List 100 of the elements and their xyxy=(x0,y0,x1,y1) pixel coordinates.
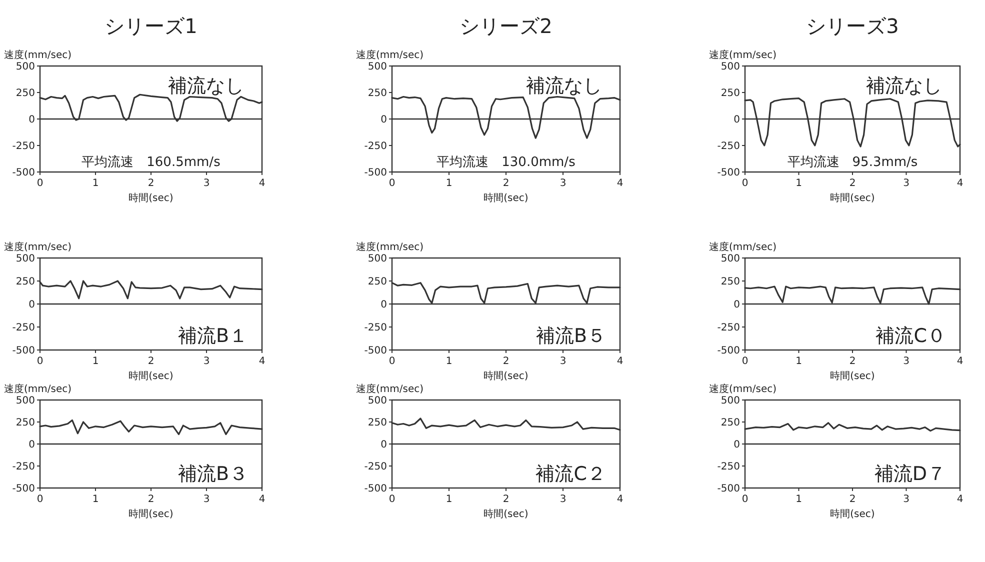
x-tick-label: 0 xyxy=(742,494,748,505)
y-tick-label: 500 xyxy=(368,62,387,72)
y-tick-label: 250 xyxy=(368,276,387,288)
y-tick-label: -500 xyxy=(717,168,740,178)
x-tick-label: 0 xyxy=(742,178,748,189)
y-tick-label: -250 xyxy=(717,462,740,472)
x-tick-label: 3 xyxy=(560,178,566,189)
y-tick-label: 0 xyxy=(734,114,740,126)
y-tick-label: -500 xyxy=(12,168,35,178)
y-tick-label: -500 xyxy=(717,484,740,494)
x-tick-label: 3 xyxy=(903,494,910,505)
y-tick-label: 0 xyxy=(28,114,35,126)
y-tick-label: 250 xyxy=(16,88,35,99)
x-tick-label: 4 xyxy=(258,178,266,189)
y-tick-label: 500 xyxy=(16,254,35,264)
chart-title: シリーズ3 xyxy=(806,14,899,38)
x-tick-label: 0 xyxy=(36,356,44,367)
x-tick-label: 2 xyxy=(849,494,856,505)
annotation: 平均流速 130.0mm/s xyxy=(436,154,576,170)
y-axis-title: 速度(mm/sec) xyxy=(4,383,72,395)
x-tick-label: 3 xyxy=(903,356,910,367)
annotation: 補流B３ xyxy=(178,463,248,485)
x-tick-label: 4 xyxy=(956,356,964,367)
x-tick-label: 0 xyxy=(36,494,44,505)
y-tick-label: 250 xyxy=(368,88,387,99)
y-tick-label: -250 xyxy=(364,462,387,472)
x-tick-label: 3 xyxy=(560,494,566,505)
x-tick-label: 3 xyxy=(203,356,210,367)
x-tick-label: 1 xyxy=(446,178,452,189)
x-axis-title: 時間(sec) xyxy=(830,508,875,520)
annotation: 補流B５ xyxy=(536,325,606,347)
y-tick-label: 0 xyxy=(734,440,740,450)
annotation: 補流C０ xyxy=(876,325,946,347)
y-tick-label: 250 xyxy=(368,418,387,428)
x-tick-label: 0 xyxy=(388,178,396,189)
x-tick-label: 3 xyxy=(903,178,910,189)
x-axis-title: 時間(sec) xyxy=(830,192,875,204)
x-tick-label: 4 xyxy=(258,356,266,367)
annotation: 補流なし xyxy=(526,75,602,97)
y-tick-label: 250 xyxy=(720,88,740,99)
y-tick-label: -500 xyxy=(12,346,35,356)
y-axis-title: 速度(mm/sec) xyxy=(709,49,777,61)
x-tick-label: 1 xyxy=(796,178,802,189)
x-tick-label: 4 xyxy=(258,494,266,505)
y-tick-label: 500 xyxy=(16,62,35,72)
y-tick-label: -250 xyxy=(12,141,35,152)
y-tick-label: 0 xyxy=(380,114,387,126)
y-tick-label: 500 xyxy=(368,254,387,264)
annotation: 補流なし xyxy=(866,75,942,97)
y-tick-label: 0 xyxy=(380,300,387,310)
x-axis-title: 時間(sec) xyxy=(128,370,174,382)
x-tick-label: 4 xyxy=(616,178,624,189)
y-tick-label: 500 xyxy=(16,396,35,406)
x-tick-label: 0 xyxy=(388,356,396,367)
y-tick-label: 0 xyxy=(380,440,387,450)
x-tick-label: 2 xyxy=(502,356,510,367)
x-axis-title: 時間(sec) xyxy=(484,192,528,204)
y-axis-title: 速度(mm/sec) xyxy=(4,49,72,61)
x-axis-title: 時間(sec) xyxy=(484,508,528,520)
x-tick-label: 1 xyxy=(796,494,802,505)
annotation: 補流なし xyxy=(168,75,244,97)
x-axis-title: 時間(sec) xyxy=(484,370,528,382)
x-tick-label: 4 xyxy=(956,494,964,505)
x-axis-title: 時間(sec) xyxy=(830,370,875,382)
y-tick-label: 500 xyxy=(720,396,740,406)
x-tick-label: 1 xyxy=(92,178,99,189)
y-tick-label: 250 xyxy=(720,418,740,428)
y-tick-label: -250 xyxy=(364,322,387,334)
x-tick-label: 3 xyxy=(560,356,566,367)
y-tick-label: 500 xyxy=(368,396,387,406)
y-tick-label: -250 xyxy=(364,141,387,152)
x-tick-label: 4 xyxy=(616,494,624,505)
x-tick-label: 2 xyxy=(502,178,510,189)
y-tick-label: -250 xyxy=(717,141,740,152)
x-tick-label: 1 xyxy=(796,356,802,367)
y-tick-label: -500 xyxy=(364,168,387,178)
y-axis-title: 速度(mm/sec) xyxy=(709,241,777,253)
y-tick-label: 250 xyxy=(720,276,740,288)
y-tick-label: -500 xyxy=(717,346,740,356)
annotation: 平均流速 95.3mm/s xyxy=(787,154,918,170)
annotation: 補流B１ xyxy=(178,325,248,347)
y-tick-label: 0 xyxy=(28,440,35,450)
x-tick-label: 0 xyxy=(388,494,396,505)
y-tick-label: -250 xyxy=(717,322,740,334)
annotation: 補流D７ xyxy=(874,463,946,485)
x-tick-label: 3 xyxy=(203,178,210,189)
x-tick-label: 4 xyxy=(956,178,964,189)
x-tick-label: 2 xyxy=(148,494,154,505)
x-axis-title: 時間(sec) xyxy=(128,508,174,520)
x-tick-label: 1 xyxy=(92,494,99,505)
y-axis-title: 速度(mm/sec) xyxy=(709,383,777,395)
y-tick-label: 250 xyxy=(16,276,35,288)
x-tick-label: 2 xyxy=(849,178,856,189)
y-axis-title: 速度(mm/sec) xyxy=(356,241,424,253)
y-tick-label: -250 xyxy=(12,462,35,472)
x-tick-label: 0 xyxy=(36,178,44,189)
y-axis-title: 速度(mm/sec) xyxy=(356,383,424,395)
y-tick-label: 500 xyxy=(720,254,740,264)
y-axis-title: 速度(mm/sec) xyxy=(356,49,424,61)
y-tick-label: -250 xyxy=(12,322,35,334)
